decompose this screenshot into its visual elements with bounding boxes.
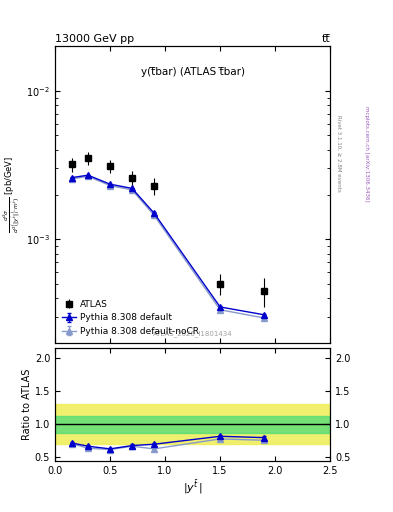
Text: y(t̅bar) (ATLAS t̅bar): y(t̅bar) (ATLAS t̅bar)	[141, 67, 244, 77]
Y-axis label: $\frac{d^2\sigma}{d^2\!\left\{|y^{\bar{t}}|\right\}\!\cdot\! m^{\bar{t}})}$ [pb/: $\frac{d^2\sigma}{d^2\!\left\{|y^{\bar{t…	[2, 156, 24, 233]
Bar	[55, 404, 330, 444]
Text: ATLAS_2020_I1801434: ATLAS_2020_I1801434	[153, 330, 232, 337]
Text: 13000 GeV pp: 13000 GeV pp	[55, 34, 134, 44]
Bar	[55, 416, 330, 433]
Y-axis label: Ratio to ATLAS: Ratio to ATLAS	[22, 369, 32, 440]
X-axis label: $|y^{\bar{t}\,}|$: $|y^{\bar{t}\,}|$	[183, 478, 202, 496]
Legend: ATLAS, Pythia 8.308 default, Pythia 8.308 default-noCR: ATLAS, Pythia 8.308 default, Pythia 8.30…	[59, 297, 202, 338]
Text: tt̅: tt̅	[321, 34, 330, 44]
Text: Rivet 3.1.10, ≥ 2.8M events: Rivet 3.1.10, ≥ 2.8M events	[336, 115, 341, 192]
Text: mcplots.cern.ch [arXiv:1306.3436]: mcplots.cern.ch [arXiv:1306.3436]	[364, 106, 369, 201]
